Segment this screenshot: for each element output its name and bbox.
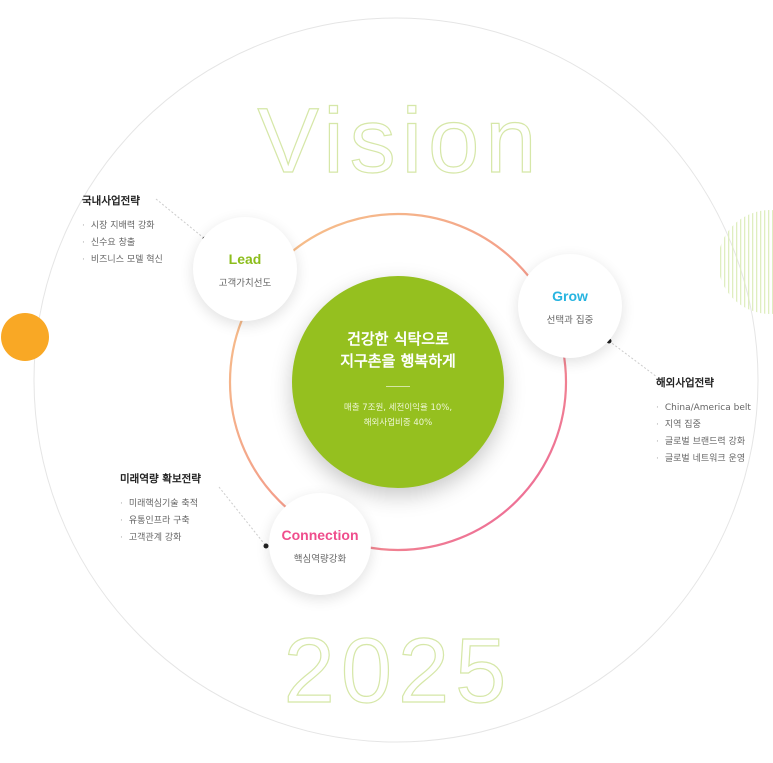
- year-text: 2025: [284, 620, 513, 722]
- inner-ring: [228, 212, 568, 552]
- grow-title: Grow: [552, 288, 588, 304]
- list-item: 글로벌 브랜드력 강화: [656, 434, 771, 451]
- lead-title: Lead: [228, 251, 262, 267]
- list-item: 유통인프라 구축: [120, 513, 270, 530]
- future-strategy-title: 미래역량 확보전략: [120, 473, 201, 485]
- vision-center-circle: 건강한 식탁으로 지구촌을 행복하게 매출 7조원, 세전이익율 10%, 해외…: [292, 276, 504, 488]
- overseas-strategy-title: 해외사업전략: [656, 377, 714, 389]
- orange-dot: [1, 313, 49, 361]
- list-item: 미래핵심기술 축적: [120, 496, 270, 513]
- list-item: 지역 집중: [656, 417, 771, 434]
- list-item: 시장 지배력 강화: [82, 218, 222, 235]
- grow-subtitle: 선택과 집중: [546, 315, 594, 326]
- connector-grow: [608, 340, 658, 378]
- striped-decoration: [718, 210, 773, 314]
- lead-subtitle: 고객가치선도: [218, 278, 272, 289]
- connection-node: Connection 핵심역량강화: [269, 493, 371, 595]
- center-divider: [386, 386, 410, 387]
- domestic-strategy-group: 국내사업전략 시장 지배력 강화 신수요 창출 비즈니스 모델 혁신: [82, 193, 222, 269]
- list-item: 신수요 창출: [82, 235, 222, 252]
- list-item: China/America belt: [656, 400, 771, 417]
- future-strategy-group: 미래역량 확보전략 미래핵심기술 축적 유통인프라 구축 고객관계 강화: [120, 471, 270, 547]
- list-item: 비즈니스 모델 혁신: [82, 252, 222, 269]
- connection-title: Connection: [281, 527, 359, 543]
- center-goal-line2: 해외사업비중 40%: [363, 418, 433, 428]
- list-item: 고객관계 강화: [120, 530, 270, 547]
- grow-node: Grow 선택과 집중: [518, 254, 622, 358]
- center-goal-line1: 매출 7조원, 세전이익율 10%,: [343, 403, 453, 413]
- vision-word: Vision: [258, 90, 543, 192]
- lead-node: Lead 고객가치선도: [193, 217, 297, 321]
- domestic-strategy-title: 국내사업전략: [82, 195, 140, 207]
- list-item: 글로벌 네트워크 운영: [656, 451, 771, 468]
- connection-subtitle: 핵심역량강화: [293, 554, 347, 565]
- overseas-strategy-group: 해외사업전략 China/America belt 지역 집중 글로벌 브랜드력…: [656, 375, 771, 468]
- outer-circle: [33, 17, 759, 743]
- center-headline-line1: 건강한 식탁으로: [347, 330, 449, 348]
- center-headline-line2: 지구촌을 행복하게: [340, 352, 456, 370]
